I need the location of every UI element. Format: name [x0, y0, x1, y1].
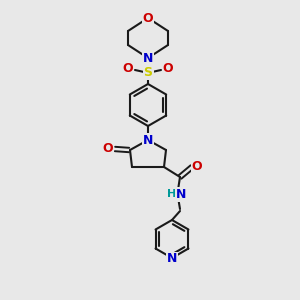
- Text: H: H: [167, 189, 177, 199]
- Text: O: O: [143, 11, 153, 25]
- Text: O: O: [163, 62, 173, 76]
- Text: O: O: [123, 62, 133, 76]
- Text: S: S: [143, 65, 152, 79]
- Text: N: N: [143, 52, 153, 64]
- Text: O: O: [103, 142, 113, 155]
- Text: N: N: [176, 188, 186, 200]
- Text: O: O: [192, 160, 202, 172]
- Text: N: N: [143, 134, 153, 146]
- Text: N: N: [167, 253, 177, 266]
